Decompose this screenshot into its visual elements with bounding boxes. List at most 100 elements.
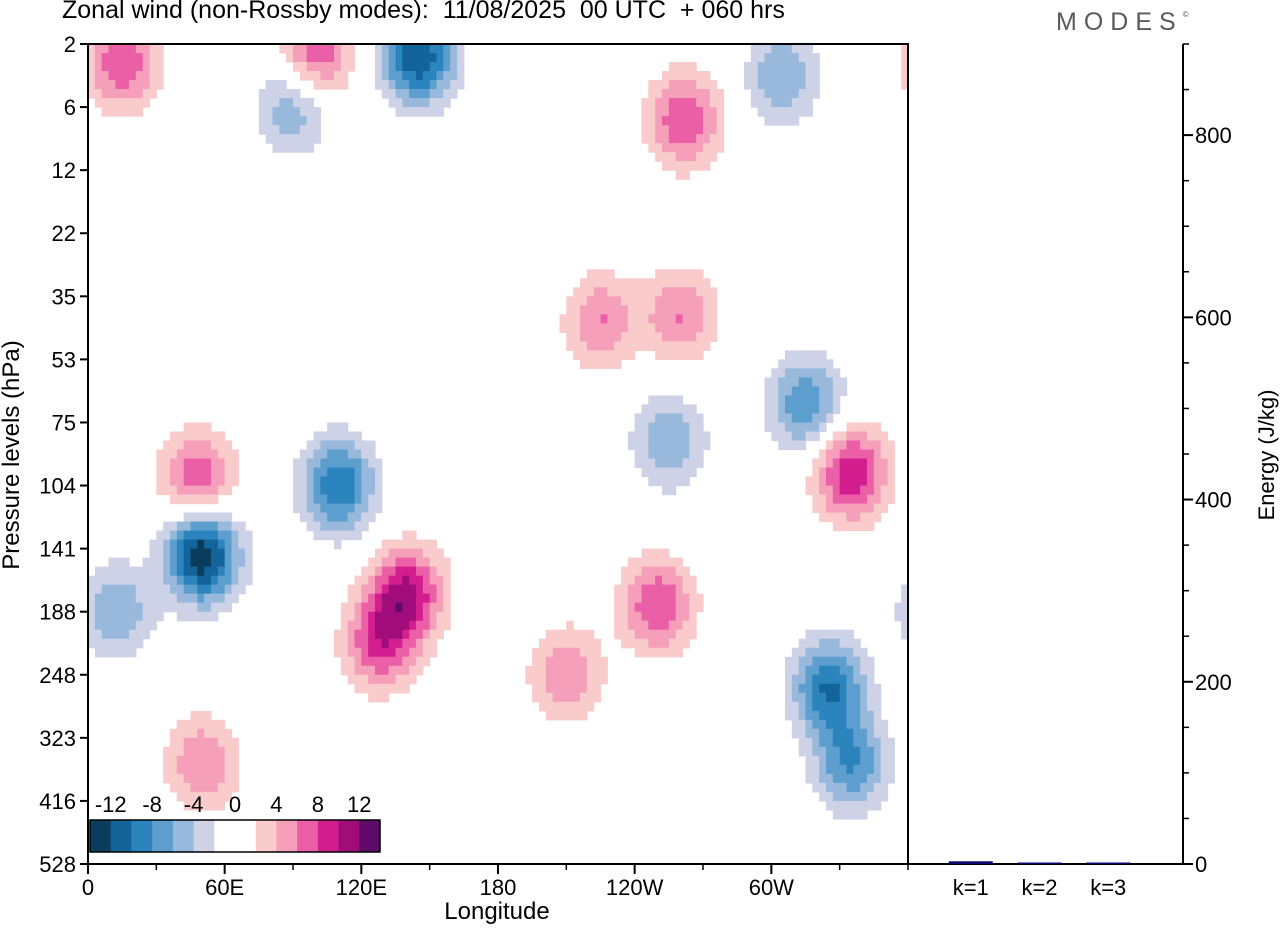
heatmap-cell bbox=[607, 278, 615, 288]
heatmap-cell bbox=[395, 674, 403, 685]
heatmap-cell bbox=[402, 593, 410, 604]
heatmap-cell bbox=[675, 431, 684, 442]
heatmap-cell bbox=[163, 539, 171, 550]
heatmap-cell bbox=[108, 89, 116, 99]
heatmap-cell bbox=[846, 782, 854, 793]
heatmap-cell bbox=[299, 71, 308, 81]
heatmap-cell bbox=[429, 629, 438, 640]
heatmap-cell bbox=[785, 386, 793, 397]
heatmap-cell bbox=[662, 350, 670, 360]
heatmap-cell bbox=[826, 728, 834, 739]
heatmap-cell bbox=[334, 62, 342, 72]
heatmap-cell bbox=[190, 611, 198, 622]
heatmap-cell bbox=[846, 458, 854, 469]
heatmap-cell bbox=[812, 647, 820, 658]
heatmap-cell bbox=[163, 773, 171, 784]
heatmap-cell bbox=[135, 638, 144, 649]
heatmap-cell bbox=[662, 638, 670, 649]
colorbar-swatch bbox=[297, 820, 319, 852]
heatmap-cell bbox=[798, 683, 807, 694]
heatmap-cell bbox=[224, 575, 233, 586]
heatmap-cell bbox=[122, 53, 130, 63]
heatmap-cell bbox=[586, 683, 595, 694]
heatmap-cell bbox=[846, 683, 854, 694]
heatmap-cell bbox=[559, 629, 567, 640]
heatmap-cell bbox=[176, 791, 185, 802]
heatmap-cell bbox=[217, 485, 226, 496]
heatmap-cell bbox=[183, 530, 192, 541]
heatmap-cell bbox=[211, 737, 219, 748]
heatmap-cell bbox=[593, 665, 602, 676]
heatmap-cell bbox=[88, 71, 96, 81]
heatmap-cell bbox=[545, 692, 554, 703]
heatmap-cell bbox=[224, 764, 233, 775]
heatmap-cell bbox=[327, 71, 335, 81]
y-tick-label: 141 bbox=[39, 537, 76, 562]
heatmap-cell bbox=[675, 116, 684, 126]
heatmap-cell bbox=[211, 485, 219, 496]
heatmap-cell bbox=[409, 665, 417, 676]
heatmap-cell bbox=[648, 440, 656, 451]
heatmap-cell bbox=[832, 800, 841, 811]
heatmap-cell bbox=[662, 134, 670, 144]
heatmap-cell bbox=[163, 575, 171, 586]
heatmap-cell bbox=[566, 323, 574, 333]
heatmap-cell bbox=[299, 458, 308, 469]
heatmap-cell bbox=[867, 755, 875, 766]
heatmap-cell bbox=[832, 719, 841, 730]
heatmap-cell bbox=[662, 152, 670, 162]
heatmap-cell bbox=[703, 152, 711, 162]
heatmap-cell bbox=[245, 539, 253, 550]
heatmap-cell bbox=[668, 575, 677, 586]
heatmap-cell bbox=[402, 98, 410, 108]
heatmap-cell bbox=[662, 116, 670, 126]
heatmap-cell bbox=[778, 404, 786, 415]
heatmap-cell bbox=[757, 53, 766, 63]
heatmap-cell bbox=[839, 683, 848, 694]
heatmap-cell bbox=[320, 44, 328, 54]
heatmap-cell bbox=[416, 647, 424, 658]
heatmap-cell bbox=[224, 737, 233, 748]
heatmap-cell bbox=[170, 521, 178, 532]
heatmap-cell bbox=[361, 647, 369, 658]
heatmap-cell bbox=[641, 314, 649, 324]
heatmap-cell bbox=[375, 593, 383, 604]
heatmap-cell bbox=[634, 431, 643, 442]
heatmap-cell bbox=[320, 485, 328, 496]
heatmap-cell bbox=[689, 98, 697, 108]
heatmap-cell bbox=[327, 521, 335, 532]
heatmap-cell bbox=[798, 62, 807, 72]
heatmap-cell bbox=[88, 62, 96, 72]
heatmap-cell bbox=[211, 755, 219, 766]
heatmap-cell bbox=[429, 44, 438, 54]
heatmap-cell bbox=[668, 152, 677, 162]
heatmap-cell bbox=[853, 791, 861, 802]
heatmap-cell bbox=[853, 521, 861, 532]
heatmap-cell bbox=[668, 89, 677, 99]
heatmap-cell bbox=[832, 440, 841, 451]
heatmap-cell bbox=[347, 530, 356, 541]
heatmap-cell bbox=[607, 287, 615, 297]
heatmap-cell bbox=[832, 494, 841, 505]
heatmap-cell bbox=[334, 503, 342, 514]
heatmap-cell bbox=[867, 485, 875, 496]
heatmap-cell bbox=[812, 377, 820, 388]
heatmap-cell bbox=[416, 566, 424, 577]
heatmap-cell bbox=[641, 107, 649, 117]
heatmap-cell bbox=[641, 449, 649, 460]
heatmap-cell bbox=[805, 107, 813, 117]
heatmap-cell bbox=[129, 80, 137, 90]
heatmap-cell bbox=[675, 125, 684, 135]
heatmap-cell bbox=[901, 602, 908, 613]
heatmap-cell bbox=[340, 440, 349, 451]
heatmap-cell bbox=[217, 593, 226, 604]
heatmap-cell bbox=[600, 278, 608, 288]
heatmap-cell bbox=[170, 539, 178, 550]
heatmap-cell bbox=[839, 377, 848, 388]
heatmap-cell bbox=[798, 746, 807, 757]
heatmap-cell bbox=[648, 143, 656, 153]
heatmap-cell bbox=[887, 485, 895, 496]
heatmap-cell bbox=[634, 566, 643, 577]
heatmap-cell bbox=[443, 566, 451, 577]
heatmap-cell bbox=[436, 89, 444, 99]
